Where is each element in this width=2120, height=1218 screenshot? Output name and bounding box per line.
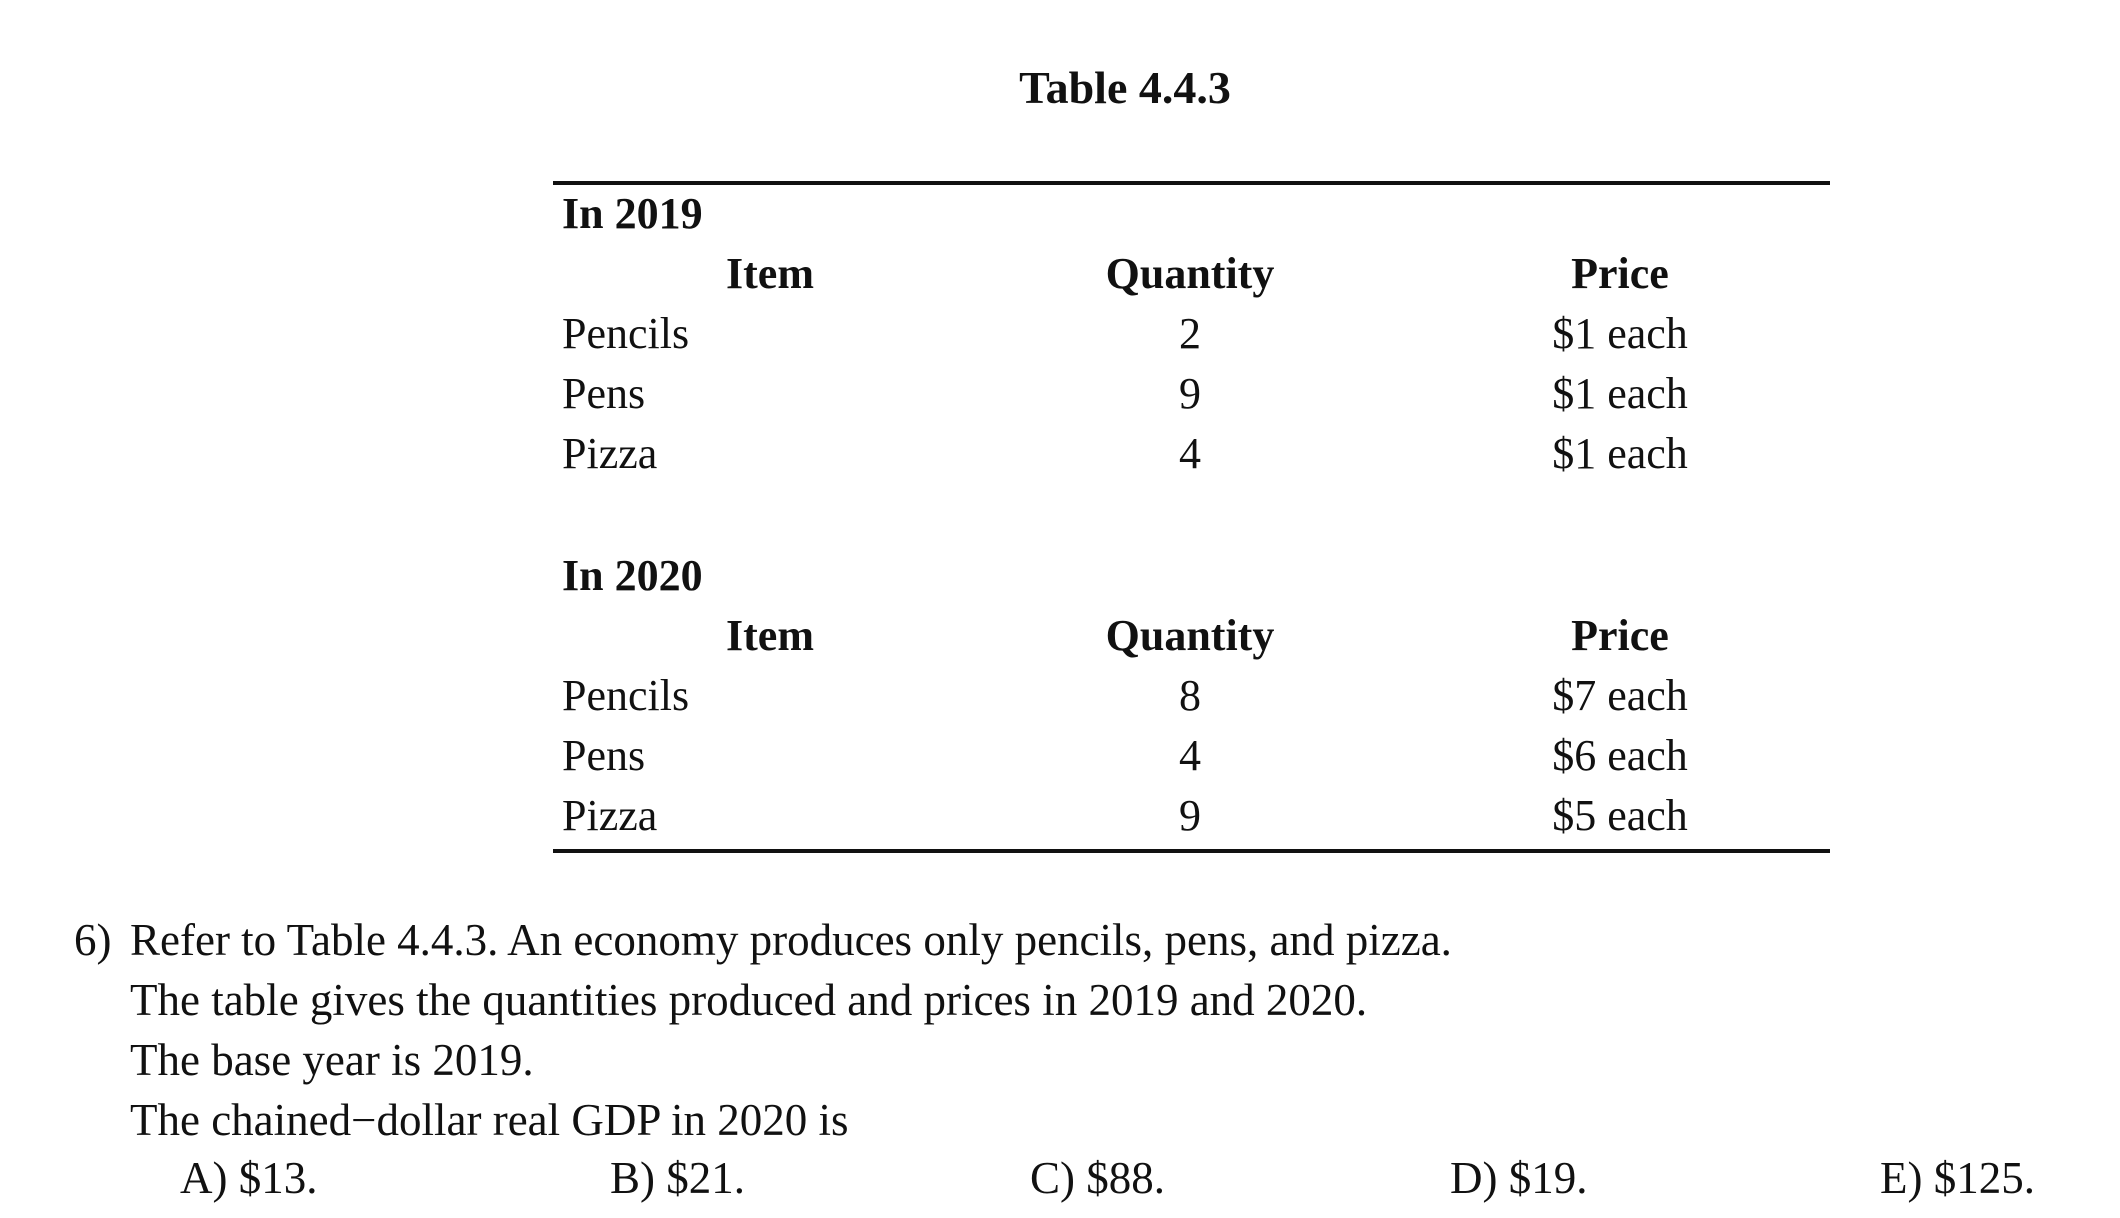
header-item-2019: Item (726, 249, 814, 298)
question-line: Refer to Table 4.4.3. An economy produce… (130, 915, 1452, 965)
question-number: 6) (74, 915, 112, 965)
cell-price: $5 each (1552, 791, 1688, 840)
header-price-2020: Price (1571, 611, 1669, 660)
cell-quantity: 9 (1179, 791, 1201, 840)
cell-quantity: 9 (1179, 369, 1201, 418)
cell-price: $6 each (1552, 731, 1688, 780)
cell-item: Pizza (562, 791, 658, 840)
header-quantity-2019: Quantity (1105, 249, 1275, 298)
cell-item: Pens (562, 369, 646, 418)
choice-d: D) $19. (1450, 1153, 1588, 1203)
cell-price: $1 each (1552, 369, 1688, 418)
choice-e: E) $125. (1880, 1153, 2035, 1203)
cell-quantity: 8 (1179, 671, 1201, 720)
question-line: The table gives the quantities produced … (130, 975, 1368, 1025)
section-label-2020: In 2020 (562, 551, 703, 600)
cell-quantity: 4 (1179, 429, 1201, 478)
cell-price: $1 each (1552, 429, 1688, 478)
cell-item: Pizza (562, 429, 658, 478)
cell-quantity: 4 (1179, 731, 1201, 780)
cell-item: Pens (562, 731, 646, 780)
choice-c: C) $88. (1030, 1153, 1165, 1203)
cell-item: Pencils (562, 309, 690, 358)
table-top-rule (553, 181, 1830, 185)
question-line: The chained−dollar real GDP in 2020 is (130, 1095, 849, 1145)
choice-b: B) $21. (610, 1153, 745, 1203)
cell-price: $1 each (1552, 309, 1688, 358)
cell-quantity: 2 (1179, 309, 1201, 358)
choice-a: A) $13. (180, 1153, 318, 1203)
cell-item: Pencils (562, 671, 690, 720)
table-bottom-rule (553, 849, 1830, 853)
section-label-2019: In 2019 (562, 189, 703, 238)
header-price-2019: Price (1571, 249, 1669, 298)
question-line: The base year is 2019. (130, 1035, 534, 1085)
table-title: Table 4.4.3 (1019, 62, 1231, 113)
header-item-2020: Item (726, 611, 814, 660)
cell-price: $7 each (1552, 671, 1688, 720)
header-quantity-2020: Quantity (1105, 611, 1275, 660)
